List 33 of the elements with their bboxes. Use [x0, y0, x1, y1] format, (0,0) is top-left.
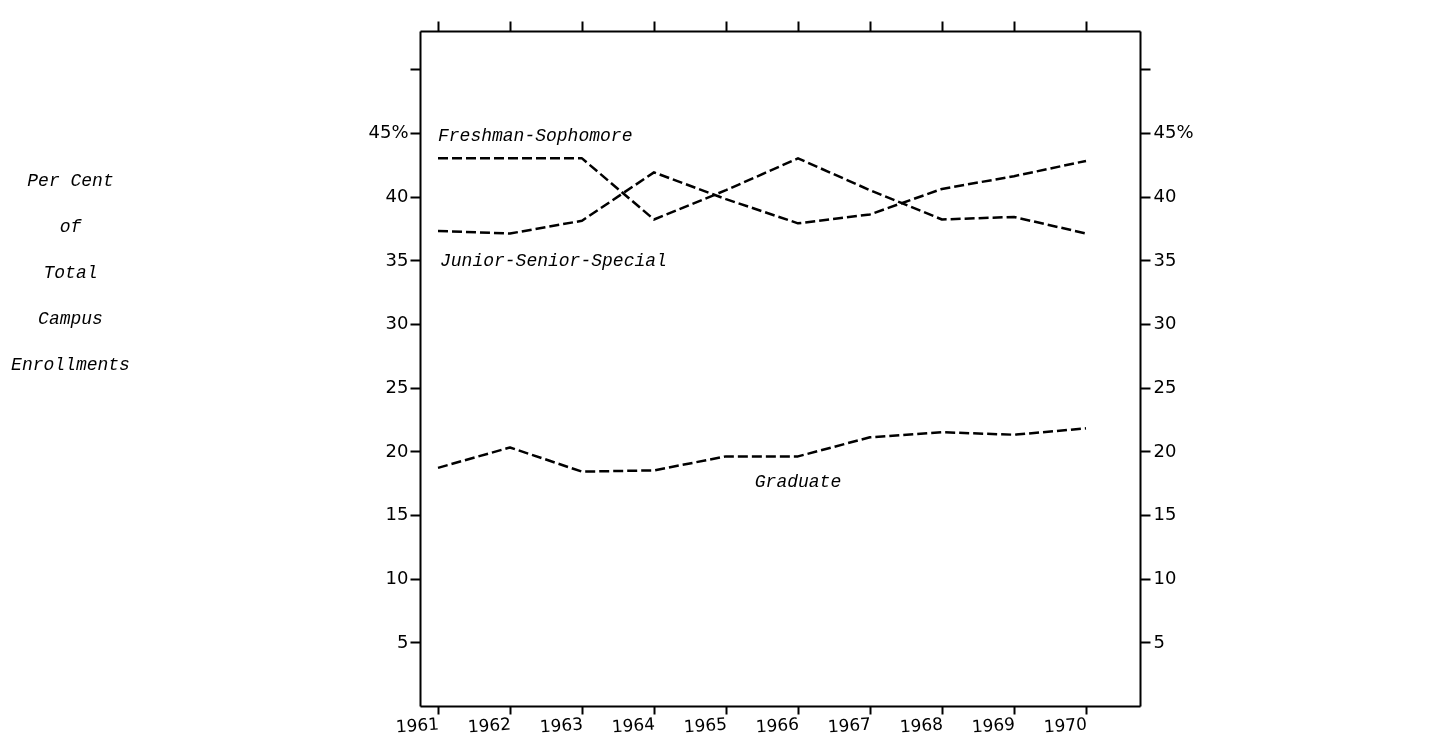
y2-tick-label: 15: [1153, 503, 1177, 525]
y-tick-label: 30: [385, 312, 409, 334]
y-tick-label: 5: [397, 630, 409, 652]
y2-tick-label: 5: [1153, 630, 1165, 652]
y-tick-label: 35: [385, 248, 409, 270]
x-tick-label: 1964: [611, 713, 656, 737]
series-label: Junior-Senior-Special: [440, 250, 667, 271]
y2-tick-label: 45%: [1153, 121, 1194, 143]
x-tick-label: 1969: [971, 713, 1016, 737]
series-label: Freshman-Sophomore: [438, 126, 633, 147]
y2-tick-label: 20: [1153, 439, 1177, 461]
y-tick-label: 15: [385, 503, 409, 525]
line-series: [436, 427, 1088, 473]
x-tick-label: 1967: [827, 713, 872, 737]
y-tick-label: 25: [385, 376, 409, 398]
text: Per Cent of Total Campus Enrollments: [11, 170, 130, 375]
x-tick-label: 1965: [683, 713, 728, 737]
y2-tick-label: 10: [1153, 567, 1177, 589]
y-tick-label: 10: [385, 567, 409, 589]
y-tick-label: 45%: [368, 121, 409, 143]
y2-tick-label: 40: [1153, 185, 1177, 207]
y2-tick-label: 30: [1153, 312, 1177, 334]
x-tick-label: 1970: [1043, 713, 1088, 737]
x-tick-label: 1962: [467, 713, 512, 737]
y-tick-label: 40: [385, 185, 409, 207]
x-tick-label: 1961: [395, 713, 440, 737]
y2-tick-label: 25: [1153, 376, 1177, 398]
series-label: Graduate: [754, 472, 842, 493]
x-tick-label: 1963: [539, 713, 584, 737]
y-tick-label: 20: [385, 439, 409, 461]
x-tick-label: 1966: [755, 713, 800, 737]
y2-tick-label: 35: [1153, 248, 1177, 270]
x-tick-label: 1968: [899, 713, 944, 737]
